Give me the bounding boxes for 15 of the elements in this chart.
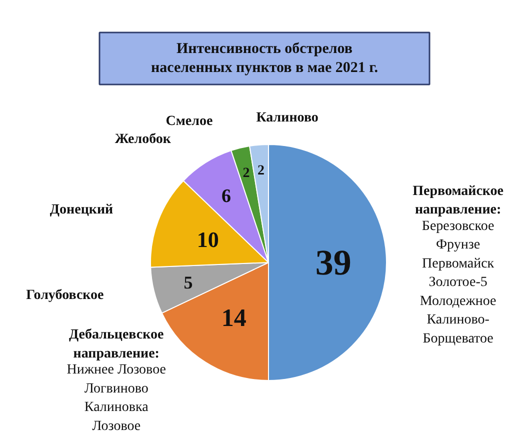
data-label: 14 bbox=[221, 304, 247, 332]
data-label: 10 bbox=[196, 226, 219, 252]
slice-label: Калиново bbox=[256, 110, 318, 126]
slice-label: Донецкий bbox=[50, 202, 114, 218]
data-label: 6 bbox=[221, 186, 231, 208]
slice-label: Желобок bbox=[114, 132, 172, 148]
chart-title: Интенсивность обстрелов населенных пунктов в мае 2021 г. bbox=[150, 40, 378, 76]
data-label: 39 bbox=[315, 242, 352, 282]
data-label: 5 bbox=[184, 272, 193, 292]
slice-label: Дебальцевское направление: Нижнее Лозовое Логвиново Калиновка Лозовое bbox=[66, 328, 166, 434]
category-label: Первомайское направление: Березовское Фрунзе Первомайск Золотое-5 Молодежное Калиново- Борщеватое bbox=[412, 184, 504, 346]
slice-label: Смелое bbox=[166, 114, 213, 129]
slice-label: Голубовское bbox=[26, 288, 104, 304]
data-label: 2 bbox=[258, 164, 264, 179]
data-label: 2 bbox=[242, 166, 250, 181]
